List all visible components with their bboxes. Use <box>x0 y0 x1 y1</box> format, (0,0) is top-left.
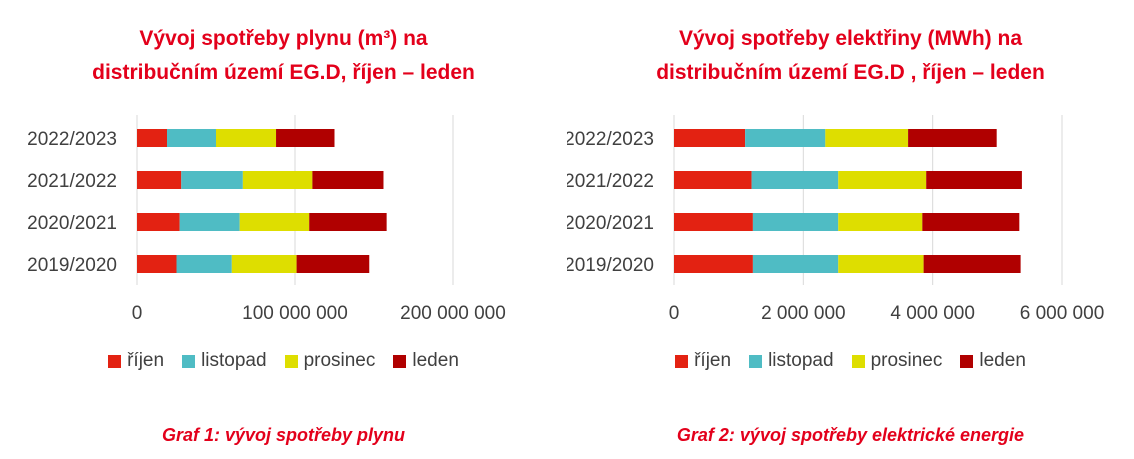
legend-item: leden <box>393 350 459 372</box>
legend-swatch <box>749 354 763 368</box>
legend-item: říjen <box>108 350 164 372</box>
bar-segment <box>825 129 909 147</box>
bar-segment <box>137 255 177 273</box>
x-tick-label: 200 000 000 <box>400 303 506 324</box>
y-category-label: 2021/2022 <box>27 171 117 192</box>
y-category-label: 2022/2023 <box>27 129 117 150</box>
bar-segment <box>137 129 168 147</box>
y-category-label: 2022/2023 <box>567 129 654 150</box>
bar-segment <box>751 171 839 189</box>
x-tick-label: 6 000 000 <box>1020 303 1105 324</box>
legend-swatch <box>675 354 689 368</box>
y-category-label: 2021/2022 <box>567 171 654 192</box>
x-tick-label: 0 <box>132 303 143 324</box>
bar-segment <box>908 129 997 147</box>
chart-title-line-2: distribučním území EG.D , říjen – leden <box>656 61 1045 84</box>
legend-label: listopad <box>768 350 834 371</box>
bar-segment <box>137 213 180 231</box>
bar-segment <box>231 255 297 273</box>
y-category-label: 2019/2020 <box>27 255 117 276</box>
bar-segment <box>838 255 924 273</box>
y-category-label: 2020/2021 <box>567 213 654 234</box>
bar-segment <box>179 213 240 231</box>
bar-segment <box>674 213 753 231</box>
legend-label: říjen <box>127 350 165 371</box>
bar-segment <box>674 255 753 273</box>
chart-caption: Graf 2: vývoj spotřeby elektrické energi… <box>676 425 1025 445</box>
x-tick-label: 100 000 000 <box>242 303 348 324</box>
legend-swatch <box>182 354 196 368</box>
legend-label: prosinec <box>870 350 943 371</box>
bar-segment <box>181 171 243 189</box>
legend-item: listopad <box>749 350 834 372</box>
bar-segment <box>926 171 1022 189</box>
bar-segment <box>312 171 384 189</box>
y-category-label: 2020/2021 <box>27 213 117 234</box>
bar-segment <box>309 213 387 231</box>
bar-segment <box>752 213 839 231</box>
electricity-chart-panel: Vývoj spotřeby elektřiny (MWh) na distri… <box>567 0 1134 459</box>
legend-label: prosinec <box>303 350 376 371</box>
x-tick-label: 4 000 000 <box>890 303 975 324</box>
legend-swatch <box>393 354 407 368</box>
bar-segment <box>752 255 839 273</box>
chart-title: Vývoj spotřeby plynu (m³) na distribuční… <box>0 22 567 90</box>
chart-legend: říjen listopad prosinec leden <box>567 350 1134 372</box>
legend-item: prosinec <box>284 350 376 372</box>
legend-swatch <box>284 354 298 368</box>
legend-label: leden <box>412 350 459 371</box>
bar-segment <box>838 171 927 189</box>
chart-legend: říjen listopad prosinec leden <box>0 350 567 372</box>
bar-segment <box>242 171 313 189</box>
x-tick-label: 2 000 000 <box>761 303 846 324</box>
legend-item: leden <box>960 350 1026 372</box>
gas-stacked-bar-chart: 0 100 000 000 200 000 000 2022/2023 2021/202… <box>27 115 506 324</box>
bar-segment <box>176 255 232 273</box>
chart-title: Vývoj spotřeby elektřiny (MWh) na distri… <box>567 22 1134 90</box>
legend-swatch <box>960 354 974 368</box>
y-category-label: 2019/2020 <box>567 255 654 276</box>
legend-swatch <box>851 354 865 368</box>
x-tick-label: 0 <box>669 303 680 324</box>
gas-chart-panel: Vývoj spotřeby plynu (m³) na distribuční… <box>0 22 567 445</box>
bar-segment <box>239 213 310 231</box>
chart-title-line-2: distribučním území EG.D, říjen – leden <box>92 61 475 84</box>
legend-item: listopad <box>182 350 267 372</box>
legend-item: říjen <box>675 350 731 372</box>
bar-segment <box>137 171 182 189</box>
chart-title-line-1: Vývoj spotřeby elektřiny (MWh) na <box>678 27 1023 50</box>
bar-segment <box>923 255 1021 273</box>
chart-title-line-1: Vývoj spotřeby plynu (m³) na <box>139 27 428 50</box>
bar-segment <box>838 213 923 231</box>
legend-item: prosinec <box>851 350 943 372</box>
bar-segment <box>167 129 216 147</box>
bar-segment <box>922 213 1020 231</box>
legend-swatch <box>108 354 122 368</box>
electricity-stacked-bar-chart: 0 2 000 000 4 000 000 6 000 000 2022/2023 202… <box>567 115 1105 324</box>
bar-segment <box>276 129 335 147</box>
bar-segment <box>296 255 370 273</box>
bar-segment <box>674 129 746 147</box>
legend-label: leden <box>979 350 1026 371</box>
chart-caption: Graf 1: vývoj spotřeby plynu <box>161 425 406 445</box>
bar-segment <box>745 129 826 147</box>
bar-segment <box>216 129 277 147</box>
legend-label: listopad <box>201 350 267 371</box>
bar-segment <box>674 171 752 189</box>
legend-label: říjen <box>694 350 732 371</box>
